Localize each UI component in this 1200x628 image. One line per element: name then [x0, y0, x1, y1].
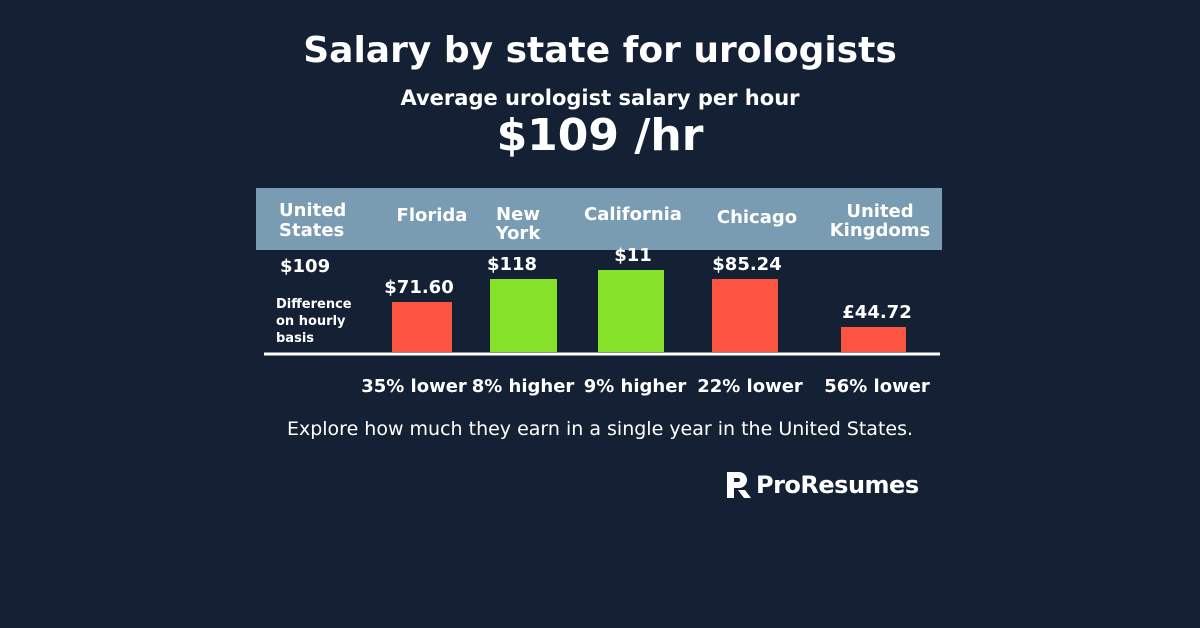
difference-label-chicago: 22% lower — [697, 376, 803, 397]
difference-note: Difference on hourly basis — [276, 297, 352, 346]
bar-chicago — [712, 279, 778, 352]
difference-label-new-york: 8% higher — [472, 376, 575, 397]
value-label-new-york: $118 — [487, 254, 537, 275]
column-header-united-states: United States — [279, 200, 347, 241]
column-header-united-kingdoms: United Kingdoms — [830, 201, 931, 241]
value-label-chicago: $85.24 — [712, 254, 781, 275]
header-band — [256, 188, 942, 250]
column-header-florida: Florida — [397, 205, 468, 226]
difference-label-california: 9% higher — [584, 376, 687, 397]
baseline-value: $109 — [280, 256, 331, 277]
difference-label-florida: 35% lower — [361, 376, 467, 397]
bar-new-york — [490, 279, 557, 352]
value-label-united-kingdoms: £44.72 — [842, 302, 911, 323]
chart-title: Salary by state for urologists — [303, 30, 897, 71]
value-label-florida: $71.60 — [384, 277, 453, 298]
bar-california — [598, 270, 664, 352]
difference-label-united-kingdoms: 56% lower — [824, 376, 930, 397]
column-header-new-york: New York — [495, 204, 542, 244]
average-hourly-salary: $109 /hr — [496, 110, 704, 161]
footnote: Explore how much they earn in a single y… — [286, 418, 914, 440]
column-header-california: California — [584, 204, 682, 225]
chart-subtitle: Average urologist salary per hour — [400, 86, 800, 110]
proresumes-logo-icon — [727, 472, 751, 498]
bar-florida — [392, 302, 452, 352]
proresumes-logo-text: ProResumes — [756, 471, 919, 499]
value-label-california: $11 — [614, 245, 652, 266]
proresumes-logo: ProResumes — [724, 468, 919, 502]
bar-united-kingdoms — [841, 327, 906, 352]
column-header-chicago: Chicago — [717, 207, 797, 228]
